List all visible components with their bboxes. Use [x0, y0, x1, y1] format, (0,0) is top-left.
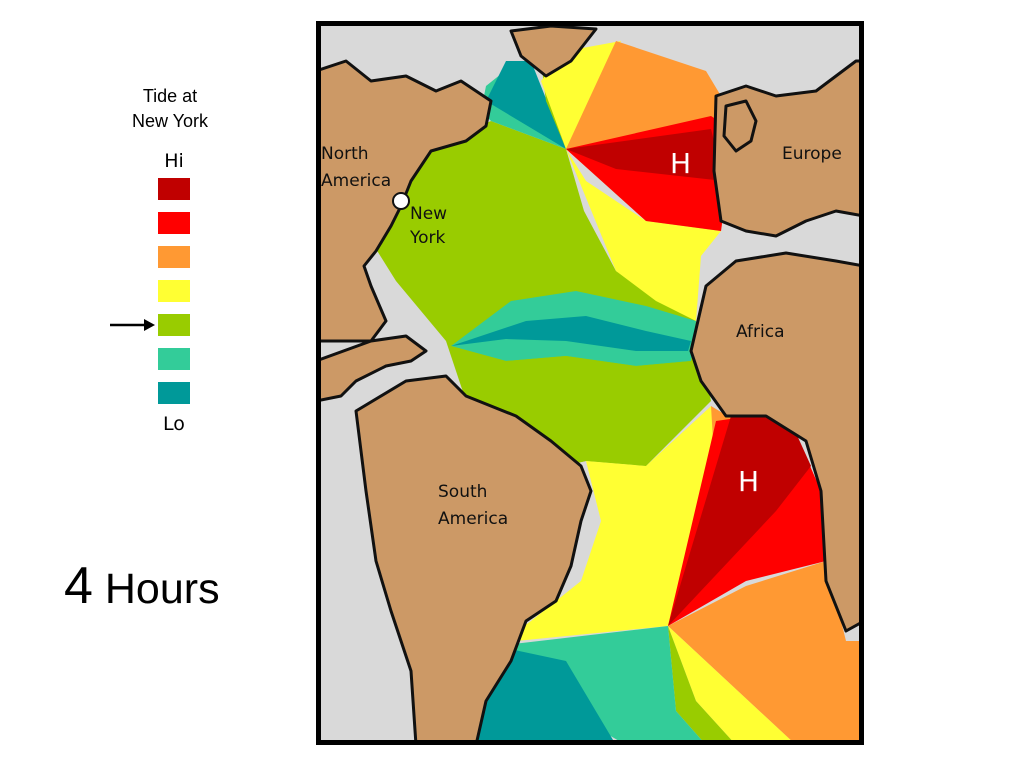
legend-swatch: [158, 178, 190, 200]
legend-title-line2: New York: [131, 111, 209, 131]
legend-swatch: [158, 212, 190, 234]
label-europe: Europe: [782, 144, 842, 164]
zone-teal-top: [486, 61, 566, 149]
legend-swatch: [158, 382, 190, 404]
zone-yellow-se: [668, 626, 796, 745]
zone-darkred-south: [668, 411, 811, 626]
high-tide-marker-north: H: [670, 147, 691, 180]
label-new-york-1: New: [410, 204, 447, 224]
label-new-york-2: York: [409, 228, 446, 248]
caribbean-land: [316, 334, 428, 403]
new-york-marker: [392, 192, 410, 210]
map-frame-border: [316, 21, 864, 745]
landmasses: [316, 24, 864, 745]
tide-map: North America New York Europe Africa Sou…: [316, 21, 864, 745]
elapsed-time: 4 Hours: [64, 556, 220, 616]
zone-yellow-south: [496, 406, 726, 646]
legend-swatch: [158, 280, 190, 302]
legend-swatch: [158, 314, 190, 336]
label-north-america-2: America: [321, 171, 391, 191]
zone-yellow-mid: [566, 149, 721, 321]
zone-green-se: [668, 626, 736, 745]
legend-title: Tide at New York: [100, 84, 240, 134]
tide-map-canvas: North America New York Europe Africa Sou…: [316, 21, 864, 745]
label-north-america-1: North: [321, 144, 369, 164]
zone-teal-sw: [471, 646, 616, 745]
legend-hi-label: Hi: [164, 150, 184, 172]
legend-lo-label: Lo: [163, 413, 185, 435]
label-south-america-2: America: [438, 509, 508, 529]
legend-swatch: [158, 246, 190, 268]
zone-green-lower: [451, 346, 706, 471]
south-america-land: [354, 374, 593, 745]
current-level-arrow-icon: [110, 319, 155, 331]
zone-teal-band: [451, 316, 691, 351]
legend-swatch: [158, 348, 190, 370]
zone-darkred-top: [566, 129, 724, 181]
elapsed-time-value: 4: [64, 557, 93, 615]
elapsed-time-unit: Hours: [104, 565, 220, 613]
zone-cyan-sw: [496, 626, 706, 745]
high-tide-marker-south: H: [738, 465, 759, 498]
legend-title-line1: Tide at: [142, 86, 198, 106]
tide-zones: [371, 41, 864, 745]
britain-land: [722, 99, 758, 153]
africa-land: [689, 251, 864, 633]
label-africa: Africa: [736, 322, 785, 342]
label-south-america-1: South: [438, 482, 487, 502]
europe-land: [712, 59, 864, 238]
north-america-land: [316, 59, 493, 343]
zone-orange-se: [668, 561, 864, 745]
